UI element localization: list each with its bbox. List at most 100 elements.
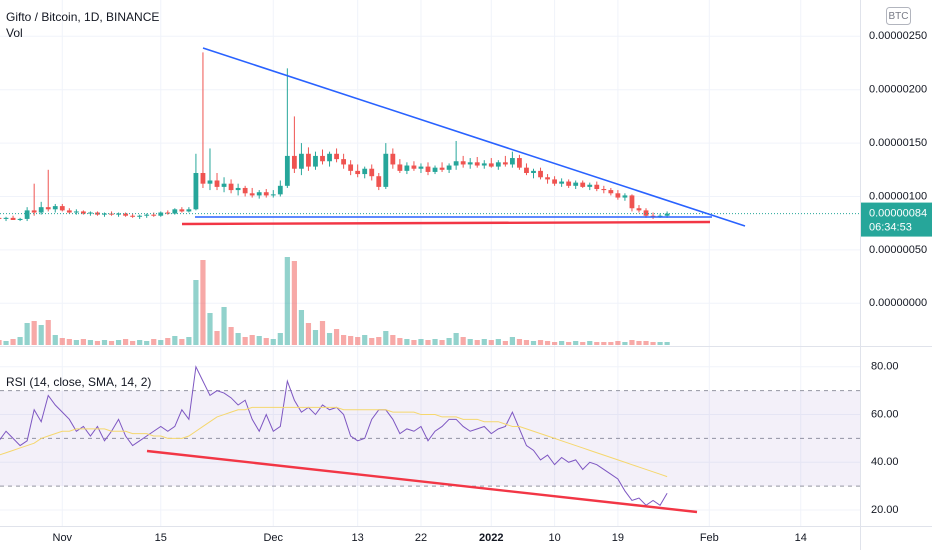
volume-bar xyxy=(551,342,558,345)
candle-body xyxy=(636,208,642,211)
candle-body xyxy=(249,193,255,196)
volume-bar xyxy=(3,341,9,345)
candle-body xyxy=(327,153,332,162)
volume-bar xyxy=(158,340,164,345)
candle-body xyxy=(502,162,508,165)
candle-body xyxy=(509,158,515,165)
volume-bar xyxy=(87,340,94,345)
candle-body xyxy=(299,153,304,169)
volume-bar xyxy=(270,339,276,345)
volume-bar xyxy=(601,342,607,345)
candle-body xyxy=(235,187,241,191)
volume-bar xyxy=(622,342,628,345)
marks xyxy=(0,52,860,506)
volume-bar xyxy=(242,337,248,345)
candle-body xyxy=(3,217,9,219)
candle-body xyxy=(439,167,445,170)
y-tick-label: 0.00000150 xyxy=(869,137,927,149)
y-tick-label: 0.00000050 xyxy=(869,244,927,256)
volume-bar xyxy=(530,341,537,345)
candle-body xyxy=(158,212,164,216)
volume-bar xyxy=(249,335,255,345)
volume-bar xyxy=(80,339,86,345)
candle-body xyxy=(495,162,501,167)
volume-bar xyxy=(559,341,565,345)
candle-body xyxy=(306,153,311,167)
volume-bar xyxy=(94,341,101,345)
candle-body xyxy=(59,206,65,211)
volume-bar xyxy=(179,339,185,345)
volume-bar xyxy=(333,329,340,345)
volume-bar xyxy=(341,335,347,345)
candle-body xyxy=(95,212,100,215)
candle-body xyxy=(214,180,220,187)
volume-bar xyxy=(629,340,635,345)
volume-bar xyxy=(235,333,241,345)
candle-body xyxy=(80,211,86,214)
volume-bar xyxy=(594,342,600,345)
candle-body xyxy=(38,207,44,213)
candle-body xyxy=(200,173,206,184)
volume-bar xyxy=(425,340,431,345)
candle-body xyxy=(418,166,424,169)
rsi-line xyxy=(0,406,668,478)
volume-bar xyxy=(664,342,670,345)
candle-body xyxy=(538,170,543,178)
volume-bar xyxy=(207,313,213,345)
volume-bar xyxy=(151,339,157,345)
x-tick-label: 2022 xyxy=(479,532,503,544)
currency-button[interactable] xyxy=(886,7,911,25)
candle-body xyxy=(369,168,375,177)
rsi-trend-line xyxy=(146,449,698,514)
volume-bar xyxy=(580,342,586,345)
candle-body xyxy=(453,161,459,166)
volume-bar xyxy=(460,337,466,345)
volume-bar xyxy=(221,307,227,345)
volume-bar xyxy=(636,341,642,345)
candle-body xyxy=(524,167,529,173)
volume-bar xyxy=(59,338,65,345)
candle-body xyxy=(397,164,403,171)
candle-body xyxy=(109,213,114,215)
volume-bar xyxy=(643,341,649,345)
candle-body xyxy=(467,162,473,165)
volume-bar xyxy=(404,339,410,345)
candle-body xyxy=(270,194,276,196)
axes: Nov 15 Dec 13 22 2022 10 19 Feb 14 0.00000250 0.000… xyxy=(53,30,932,544)
candle-body xyxy=(123,213,128,216)
candle-body xyxy=(10,217,16,220)
volume-bar xyxy=(45,320,51,345)
candle-body xyxy=(629,195,635,209)
candle-body xyxy=(383,153,389,187)
candle-body xyxy=(137,215,143,217)
x-tick-label: 22 xyxy=(415,532,427,544)
volume-bar xyxy=(319,321,326,345)
candle-body xyxy=(664,213,670,216)
candle-body xyxy=(411,165,417,169)
volume-bar xyxy=(383,331,389,345)
candle-body xyxy=(291,155,297,169)
volume-bar xyxy=(38,325,44,345)
candle-body xyxy=(313,155,318,167)
y-tick-label: 0.00000250 xyxy=(869,30,927,42)
candle-body xyxy=(545,177,550,180)
candle-body xyxy=(66,210,72,213)
volume-bar xyxy=(348,336,354,345)
volume-bar xyxy=(186,337,192,345)
volume-bar xyxy=(228,327,234,345)
candle-body xyxy=(73,211,79,213)
volume-bar xyxy=(362,335,368,345)
volume-bar xyxy=(467,339,473,345)
chart-title: Gifto / Bitcoin, 1D, BINANCE xyxy=(6,10,159,24)
volume-bar xyxy=(291,261,297,345)
y-tick-label: 0.00000100 xyxy=(869,190,927,202)
volume-bar xyxy=(122,339,129,345)
candle-body xyxy=(334,153,339,160)
volume-bar xyxy=(172,336,178,345)
volume-bar xyxy=(474,340,480,345)
y-tick-label: 20.00 xyxy=(871,504,899,516)
candle-body xyxy=(130,215,136,217)
currency-label[interactable]: BTC xyxy=(889,11,909,22)
volume-bar xyxy=(397,338,403,345)
